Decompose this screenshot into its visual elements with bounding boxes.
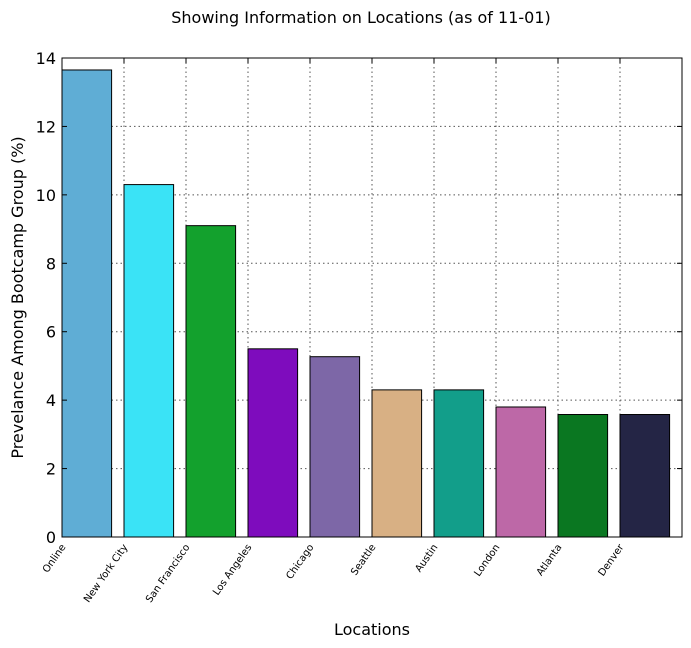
bar-atlanta (557, 414, 609, 538)
x-tick-label: San Francisco (144, 542, 192, 605)
bar-los-angeles (247, 348, 299, 538)
x-tick-label: Seattle (349, 542, 378, 577)
bar-london (495, 406, 547, 538)
y-tick-label: 6 (46, 323, 56, 342)
x-tick-label: Online (41, 542, 69, 575)
y-tick-label: 8 (46, 254, 56, 273)
x-tick-label: Los Angeles (211, 542, 254, 597)
bar-new-york-city (123, 184, 175, 538)
y-tick-label: 14 (36, 49, 56, 68)
y-tick-label: 2 (46, 460, 56, 479)
x-tick-label: London (472, 542, 502, 578)
y-tick-label: 10 (36, 186, 56, 205)
bar-online (61, 69, 113, 538)
bar-austin (433, 389, 485, 538)
x-tick-label: New York City (82, 542, 130, 605)
bar-denver (619, 414, 671, 538)
x-axis-label: Locations (334, 620, 410, 639)
x-tick-label: Chicago (284, 542, 316, 581)
bar-seattle (371, 389, 423, 538)
y-tick-label: 0 (46, 528, 56, 547)
x-tick-label: Denver (597, 542, 627, 579)
y-tick-label: 12 (36, 117, 56, 136)
x-tick-label: Atlanta (535, 542, 565, 578)
x-tick-label: Austin (413, 542, 440, 574)
chart-title: Showing Information on Locations (as of … (171, 8, 551, 27)
bar-chicago (309, 356, 361, 538)
bar-san-francisco (185, 225, 237, 538)
y-axis-label: Prevelance Among Bootcamp Group (%) (8, 136, 27, 458)
y-tick-label: 4 (46, 391, 56, 410)
